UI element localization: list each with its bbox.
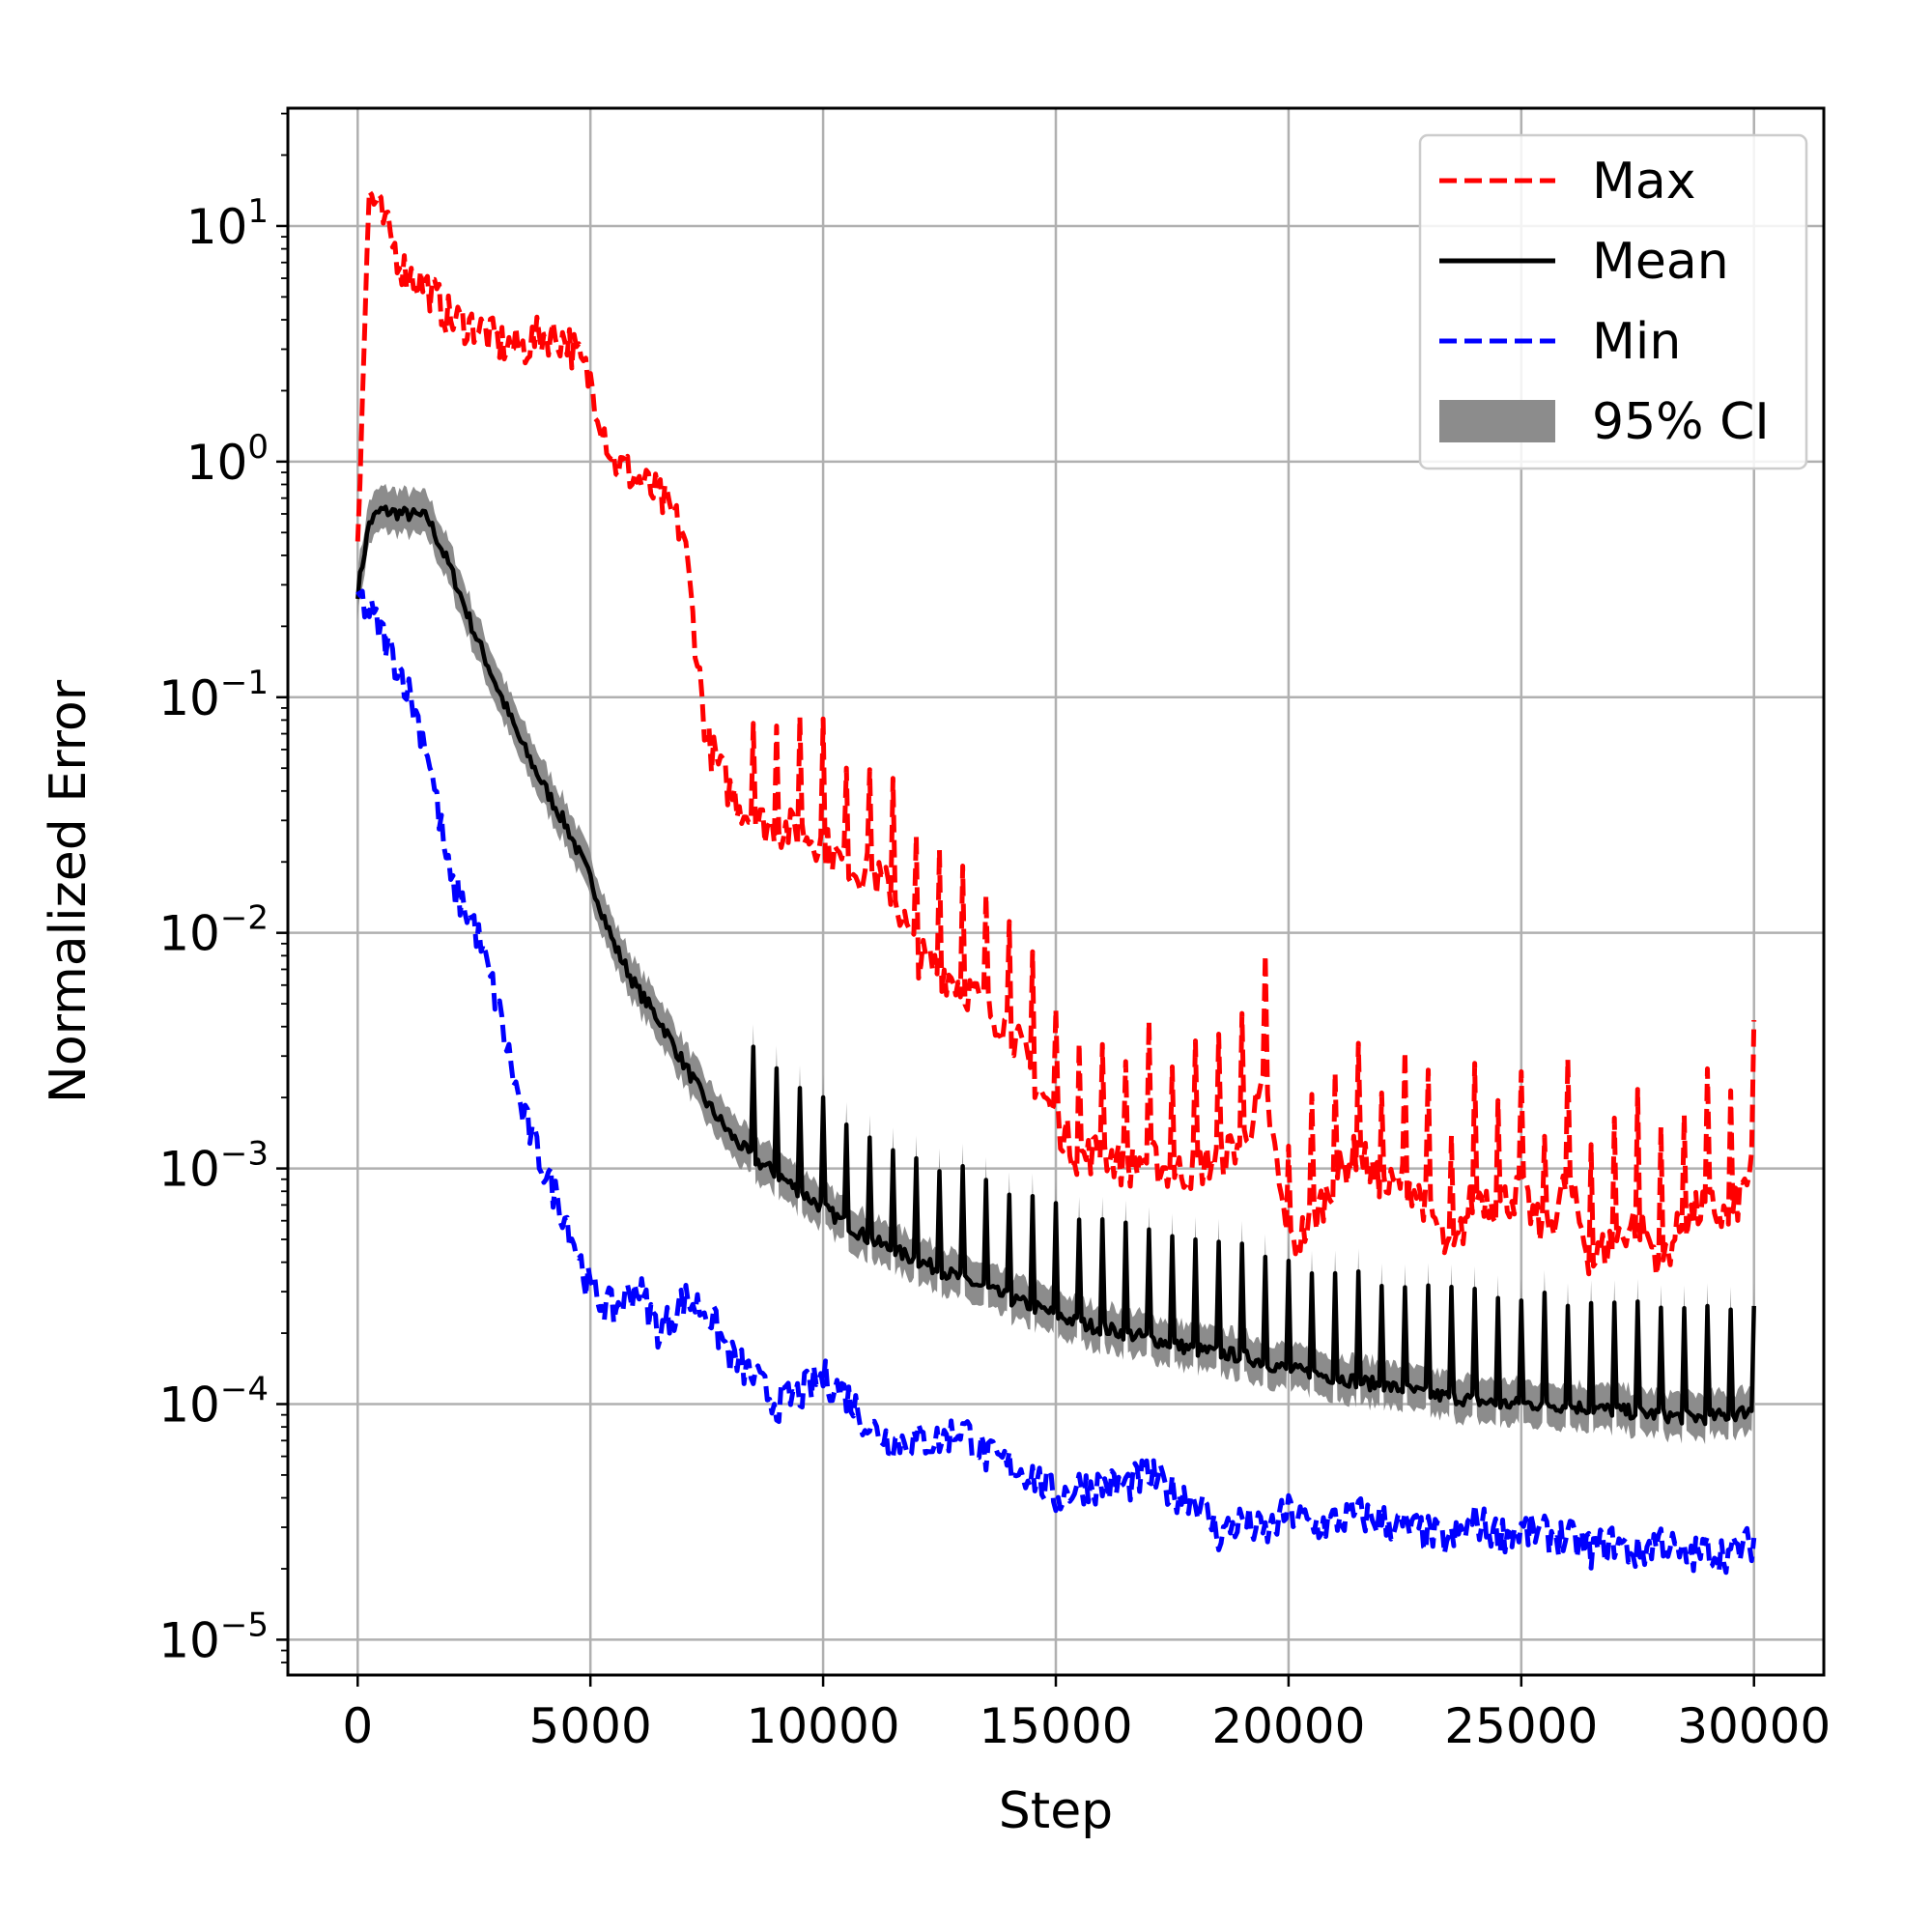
y-axis-title: Normalized Error	[40, 679, 98, 1103]
legend-label: Mean	[1592, 233, 1729, 291]
legend-swatch-ci	[1439, 400, 1555, 442]
y-tick-label: 101	[186, 192, 269, 255]
x-tick-label: 10000	[747, 1698, 900, 1754]
y-tick-label: 10−1	[158, 664, 269, 726]
ci-band	[357, 483, 1754, 1445]
y-tick-label: 10−4	[158, 1371, 269, 1434]
x-tick-label: 5000	[529, 1698, 652, 1754]
series-line-min	[355, 588, 1757, 1576]
x-tick-label: 30000	[1677, 1698, 1831, 1754]
x-axis: 0 5000 10000 15000 20000 25000 30000	[342, 1675, 1831, 1754]
legend-label: Min	[1592, 313, 1681, 371]
x-tick-label: 0	[342, 1698, 373, 1754]
series-line-max	[355, 188, 1757, 1278]
legend-label: 95% CI	[1592, 393, 1770, 451]
y-tick-label: 10−5	[158, 1605, 269, 1668]
x-tick-label: 15000	[979, 1698, 1132, 1754]
series-layer	[355, 188, 1757, 1576]
x-tick-label: 25000	[1444, 1698, 1598, 1754]
series-line-mean	[355, 504, 1756, 1427]
x-tick-label: 20000	[1211, 1698, 1365, 1754]
grid-lines	[288, 108, 1824, 1675]
y-tick-label: 100	[186, 428, 269, 491]
y-axis: 101 100 10−1 10−2 10−3 10−4 10−5	[158, 112, 288, 1668]
y-tick-label: 10−3	[158, 1135, 269, 1198]
y-tick-label: 10−2	[158, 899, 269, 962]
legend-label: Max	[1592, 153, 1696, 211]
legend-box	[1418, 133, 1808, 470]
x-axis-title: Step	[999, 1782, 1113, 1840]
legend: Max Mean Min 95% CI	[1418, 133, 1808, 470]
